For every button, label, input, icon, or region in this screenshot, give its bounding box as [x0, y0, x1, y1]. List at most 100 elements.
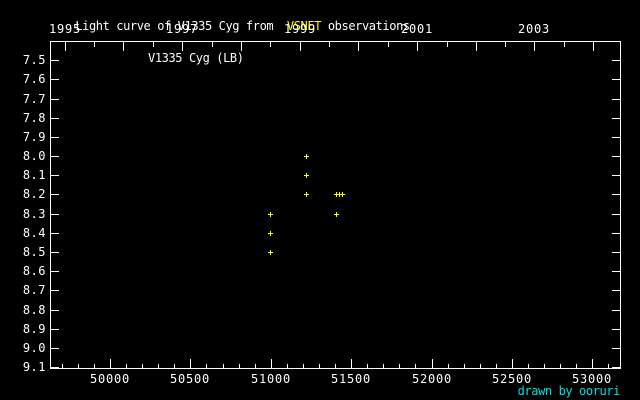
x-axis-minor-tick [576, 364, 577, 368]
y-axis-tick-left [51, 233, 59, 234]
y-axis-label: 8.6 [22, 264, 46, 278]
x-axis-label: 50500 [169, 372, 211, 386]
y-axis-tick-left [51, 175, 59, 176]
x-axis-label: 53000 [571, 372, 613, 386]
y-axis-tick-left [51, 271, 59, 272]
x-axis-minor-tick [480, 364, 481, 368]
y-axis-tick-left [51, 290, 59, 291]
x-axis-label: 50000 [89, 372, 131, 386]
y-axis-tick-right [612, 194, 620, 195]
top-axis-halfyear-tick [212, 42, 213, 47]
top-axis-year-label: 2001 [400, 22, 434, 36]
x-axis-major-tick [110, 359, 111, 368]
y-axis-tick-left [51, 79, 59, 80]
y-axis-label: 7.5 [22, 53, 46, 67]
top-axis-halfyear-tick [329, 42, 330, 47]
x-axis-minor-tick [142, 364, 143, 368]
chart-title-suffix: observations [321, 19, 410, 33]
x-axis-minor-tick [126, 364, 127, 368]
y-axis-tick-right [612, 60, 620, 61]
y-axis-tick-left [51, 194, 59, 195]
data-point [268, 212, 273, 217]
data-point [268, 231, 273, 236]
top-axis-year-tick [417, 42, 418, 51]
y-axis-label: 7.8 [22, 111, 46, 125]
y-axis-tick-right [612, 290, 620, 291]
y-axis-label: 8.9 [22, 322, 46, 336]
x-axis-minor-tick [448, 364, 449, 368]
top-axis-year-tick [358, 42, 359, 51]
y-axis-label: 9.1 [22, 360, 46, 374]
y-axis-label: 8.8 [22, 303, 46, 317]
x-axis-major-tick [190, 359, 191, 368]
x-axis-major-tick [271, 359, 272, 368]
top-axis-year-label: 1999 [283, 22, 317, 36]
top-axis-halfyear-tick [388, 42, 389, 47]
top-axis-halfyear-tick [564, 42, 565, 47]
x-axis-minor-tick [94, 364, 95, 368]
data-point [304, 192, 309, 197]
y-axis-label: 8.1 [22, 168, 46, 182]
y-axis-label: 8.4 [22, 226, 46, 240]
x-axis-minor-tick [158, 364, 159, 368]
top-axis-year-label: 1997 [165, 22, 199, 36]
x-axis-major-tick [432, 359, 433, 368]
y-axis-tick-right [612, 233, 620, 234]
top-axis-halfyear-tick [94, 42, 95, 47]
y-axis-tick-right [612, 118, 620, 119]
y-axis-label: 7.6 [22, 72, 46, 86]
y-axis-tick-left [51, 214, 59, 215]
y-axis-label: 8.3 [22, 207, 46, 221]
y-axis-tick-right [612, 79, 620, 80]
y-axis-tick-left [51, 348, 59, 349]
y-axis-tick-right [612, 137, 620, 138]
plot-area-border [50, 41, 621, 369]
y-axis-tick-left [51, 310, 59, 311]
top-axis-year-tick [123, 42, 124, 51]
y-axis-tick-left [51, 252, 59, 253]
x-axis-minor-tick [303, 364, 304, 368]
x-axis-minor-tick [464, 364, 465, 368]
top-axis-year-tick [182, 42, 183, 51]
top-axis-year-tick [593, 42, 594, 51]
y-axis-tick-left [51, 60, 59, 61]
y-axis-tick-right [612, 367, 620, 368]
data-point [304, 173, 309, 178]
top-axis-year-tick [300, 42, 301, 51]
x-axis-major-tick [592, 359, 593, 368]
x-axis-minor-tick [78, 364, 79, 368]
x-axis-minor-tick [399, 364, 400, 368]
data-point [340, 192, 345, 197]
chart-title: Light curve of V1335 Cyg from VSNET obse… [48, 5, 410, 47]
x-axis-minor-tick [496, 364, 497, 368]
data-point [337, 192, 342, 197]
x-axis-minor-tick [255, 364, 256, 368]
x-axis-minor-tick [319, 364, 320, 368]
data-point [304, 154, 309, 159]
y-axis-tick-right [612, 310, 620, 311]
x-axis-minor-tick [206, 364, 207, 368]
x-axis-minor-tick [367, 364, 368, 368]
top-axis-year-tick [241, 42, 242, 51]
chart-title-vsnet: VSNET [286, 19, 322, 33]
y-axis-tick-right [612, 252, 620, 253]
y-axis-label: 8.7 [22, 283, 46, 297]
x-axis-minor-tick [383, 364, 384, 368]
y-axis-tick-left [51, 137, 59, 138]
x-axis-minor-tick [239, 364, 240, 368]
x-axis-minor-tick [608, 364, 609, 368]
y-axis-label: 8.0 [22, 149, 46, 163]
x-axis-major-tick [351, 359, 352, 368]
y-axis-label: 7.9 [22, 130, 46, 144]
x-axis-label: 51500 [330, 372, 372, 386]
watermark-credit: drawn by ooruri [517, 384, 621, 398]
y-axis-tick-left [51, 367, 59, 368]
top-axis-halfyear-tick [447, 42, 448, 47]
y-axis-tick-left [51, 99, 59, 100]
y-axis-tick-right [612, 348, 620, 349]
x-axis-major-tick [512, 359, 513, 368]
y-axis-tick-left [51, 118, 59, 119]
y-axis-tick-right [612, 271, 620, 272]
data-point [334, 192, 339, 197]
